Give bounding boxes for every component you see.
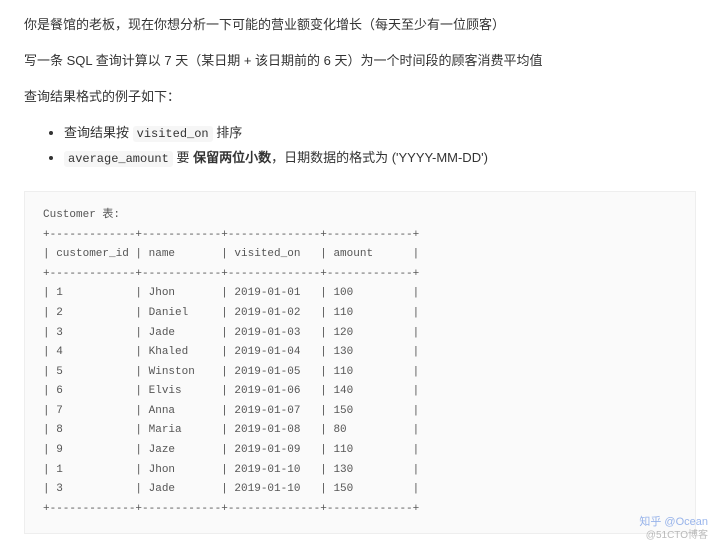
problem-line-3: 查询结果格式的例子如下： xyxy=(24,86,696,108)
bullet-text: ，日期数据的格式为 ('YYYY-MM-DD') xyxy=(271,150,488,165)
problem-line-1: 你是餐馆的老板，现在你想分析一下可能的营业额变化增长（每天至少有一位顾客） xyxy=(24,14,696,36)
code-average-amount: average_amount xyxy=(64,151,173,167)
bullet-text: 排序 xyxy=(213,125,243,140)
bullet-text: 要 xyxy=(173,150,193,165)
code-visited-on: visited_on xyxy=(133,126,213,142)
example-table-block: Customer 表: +-------------+------------+… xyxy=(24,191,696,534)
bullet-text: 查询结果按 xyxy=(64,125,133,140)
example-table-pre: Customer 表: +-------------+------------+… xyxy=(43,206,677,519)
problem-line-2: 写一条 SQL 查询计算以 7 天（某日期 + 该日期前的 6 天）为一个时间段… xyxy=(24,50,696,72)
list-item: 查询结果按 visited_on 排序 xyxy=(64,122,696,144)
bold-text: 保留两位小数 xyxy=(193,150,271,165)
requirements-list: 查询结果按 visited_on 排序 average_amount 要 保留两… xyxy=(24,122,696,169)
list-item: average_amount 要 保留两位小数，日期数据的格式为 ('YYYY-… xyxy=(64,147,696,169)
